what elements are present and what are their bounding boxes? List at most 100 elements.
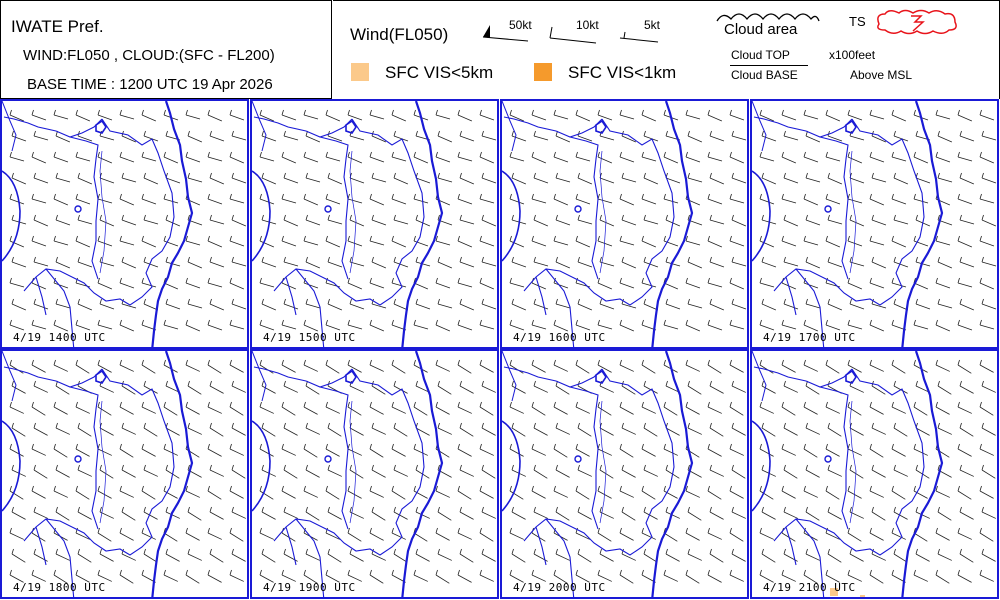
panel-time-label: 4/19 1700 UTC [763, 331, 856, 344]
boundary-line [99, 150, 107, 274]
panel-time-label: 4/19 1500 UTC [263, 331, 356, 344]
boundary-line [752, 101, 767, 152]
vis1-swatch [534, 63, 552, 81]
thunderstorm-icon [877, 9, 957, 35]
wind-barbs [509, 359, 746, 584]
boundary-line [849, 400, 857, 524]
vis5-area [830, 588, 838, 596]
wind-barbs [759, 109, 997, 332]
legend: Wind(FL050) 50kt 10kt 5kt Cloud area TS [333, 0, 1000, 99]
boundary-line [253, 116, 425, 347]
boundary-line [2, 420, 21, 512]
coastline [901, 351, 944, 597]
vis5-swatch [351, 63, 369, 81]
wind-barbs [9, 109, 247, 332]
city-marker-icon [824, 205, 832, 213]
title-box: IWATE Pref. WIND:FL050 , CLOUD:(SFC - FL… [0, 0, 332, 99]
boundary-line [252, 351, 267, 402]
lake-shape [345, 369, 357, 384]
forecast-panels: 4/19 1400 UTC 4/19 1500 UTC 4/19 1600 UT… [0, 99, 1000, 600]
iwate-map [752, 351, 996, 597]
wind-barbs [9, 359, 246, 584]
coastline [651, 101, 694, 347]
wind-barbs [759, 359, 996, 584]
barb-10kt-label: 10kt [576, 18, 599, 32]
barb-5kt-label: 5kt [644, 18, 661, 32]
boundary-line [503, 366, 675, 597]
boundary-line [349, 150, 357, 274]
boundary-line [752, 351, 767, 402]
boundary-line [99, 400, 107, 524]
ts-label: TS [849, 14, 866, 29]
city-marker-icon [74, 205, 82, 213]
boundary-line [252, 420, 271, 512]
forecast-panel: 4/19 1700 UTC [750, 99, 999, 349]
boundary-line [3, 116, 175, 347]
iwate-map [252, 351, 496, 597]
barb-50kt-label: 50kt [509, 18, 532, 32]
forecast-panel: 4/19 1800 UTC [0, 349, 249, 599]
boundary-line [753, 366, 925, 597]
lake-shape [595, 369, 607, 384]
lake-shape [845, 369, 857, 384]
panel-time-label: 4/19 2000 UTC [513, 581, 606, 594]
units-label: x100feet [829, 48, 876, 62]
coastline [651, 351, 694, 597]
panel-time-label: 4/19 1800 UTC [13, 581, 106, 594]
barb-5kt-icon [619, 31, 659, 43]
coastline [901, 101, 944, 347]
lake-shape [595, 119, 607, 134]
coastline [401, 101, 444, 347]
forecast-panel: 4/19 1500 UTC [250, 99, 499, 349]
cloud-area-label: Cloud area [724, 21, 798, 38]
boundary-line [349, 400, 357, 524]
boundary-line [2, 101, 17, 152]
boundary-line [752, 170, 771, 262]
header: IWATE Pref. WIND:FL050 , CLOUD:(SFC - FL… [0, 0, 1000, 100]
panel-time-label: 4/19 2100 UTC [763, 581, 856, 594]
boundary-line [599, 400, 607, 524]
wind-barbs [259, 109, 497, 332]
city-marker-icon [324, 455, 332, 463]
boundary-line [502, 351, 517, 402]
layers-subtitle: WIND:FL050 , CLOUD:(SFC - FL200) [23, 47, 275, 64]
forecast-panel: 4/19 1600 UTC [500, 99, 749, 349]
lake-shape [345, 119, 357, 134]
boundary-line [752, 420, 771, 512]
boundary-line [502, 420, 521, 512]
boundary-line [502, 170, 521, 262]
boundary-line [253, 366, 425, 597]
boundary-line [3, 366, 175, 597]
city-marker-icon [574, 205, 582, 213]
boundary-line [252, 101, 267, 152]
lake-shape [95, 119, 107, 134]
base-time: BASE TIME : 1200 UTC 19 Apr 2026 [27, 76, 273, 93]
wind-barbs [509, 109, 747, 332]
iwate-map [2, 351, 246, 597]
boundary-line [849, 150, 857, 274]
region-title: IWATE Pref. [11, 17, 104, 36]
iwate-map [502, 351, 746, 597]
city-marker-icon [74, 455, 82, 463]
cloud-area-icon [716, 13, 820, 22]
panel-time-label: 4/19 1400 UTC [13, 331, 106, 344]
units-above-label: Above MSL [850, 68, 913, 82]
barb-10kt-icon [549, 26, 597, 44]
coastline [151, 351, 194, 597]
lake-shape [95, 369, 107, 384]
city-marker-icon [574, 455, 582, 463]
boundary-line [503, 116, 675, 347]
vis1-label: SFC VIS<1km [568, 63, 677, 82]
city-marker-icon [324, 205, 332, 213]
wind-legend-title: Wind(FL050) [350, 25, 449, 44]
barb-50kt-icon [482, 25, 529, 42]
iwate-map [2, 101, 247, 347]
iwate-map [502, 101, 747, 347]
forecast-panel: 4/19 1400 UTC [0, 99, 249, 349]
city-marker-icon [824, 455, 832, 463]
cloud-divider [730, 65, 808, 66]
forecast-panel: 4/19 1900 UTC [250, 349, 499, 599]
iwate-map [252, 101, 497, 347]
panel-time-label: 4/19 1900 UTC [263, 581, 356, 594]
wind-barb-legend [482, 25, 659, 44]
